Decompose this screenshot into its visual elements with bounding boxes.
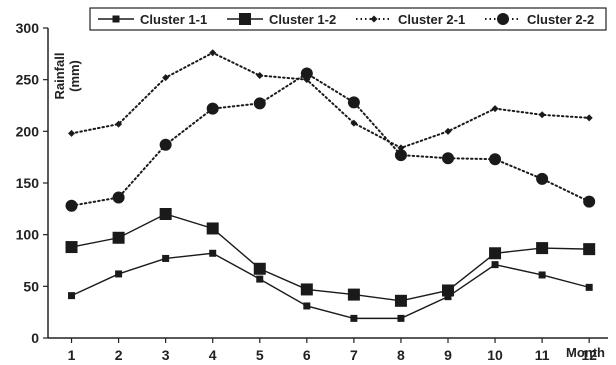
data-point — [538, 271, 546, 279]
legend: Cluster 1-1 Cluster 1-2 Cluster 2-1 Cluster… — [89, 7, 607, 31]
data-point — [112, 191, 125, 204]
data-point — [394, 294, 407, 307]
data-point — [112, 231, 125, 244]
series-line — [70, 51, 591, 149]
data-point — [536, 172, 549, 185]
data-point — [489, 153, 502, 166]
legend-label: Cluster 2-2 — [527, 12, 594, 27]
y-tick-label: 100 — [16, 227, 40, 243]
data-point — [538, 111, 546, 119]
x-tick-label: 9 — [444, 347, 452, 363]
data-point — [209, 49, 217, 57]
x-tick-label: 6 — [303, 347, 311, 363]
data-point — [65, 199, 78, 212]
legend-item: Cluster 1-2 — [227, 12, 336, 27]
data-point — [536, 242, 549, 255]
y-axis-ticks: 0 50 100 150 200 250 300 — [16, 20, 48, 346]
data-point — [256, 72, 264, 80]
legend-marker — [497, 13, 509, 25]
x-tick-label: 12 — [581, 347, 597, 363]
data-point — [347, 288, 360, 301]
data-point — [209, 249, 217, 257]
legend-label: Cluster 2-1 — [398, 12, 465, 27]
series-line — [70, 252, 590, 320]
legend-box — [89, 7, 607, 31]
data-point — [159, 208, 172, 220]
data-point — [300, 283, 313, 296]
data-point — [65, 241, 78, 254]
y-tick-label: 300 — [16, 20, 40, 36]
data-point — [162, 74, 170, 82]
data-point — [394, 149, 407, 162]
y-tick-label: 150 — [16, 175, 40, 191]
data-point — [442, 284, 454, 297]
legend-item: Cluster 1-1 — [98, 12, 207, 27]
series-group — [65, 49, 596, 322]
x-tick-label: 8 — [397, 347, 405, 363]
x-tick-label: 3 — [162, 347, 170, 363]
data-point — [491, 105, 499, 113]
legend-label: Cluster 1-2 — [269, 12, 336, 27]
data-point — [206, 102, 219, 115]
data-point — [256, 275, 264, 283]
data-point — [68, 292, 76, 300]
data-point — [350, 119, 358, 127]
x-axis-label: Month — [566, 345, 605, 360]
series-4 — [65, 67, 596, 212]
data-point — [303, 302, 311, 310]
data-point — [253, 262, 266, 275]
y-tick-label: 50 — [23, 278, 39, 294]
x-tick-label: 10 — [487, 347, 503, 363]
legend-marker — [370, 15, 378, 23]
data-point — [347, 96, 360, 109]
y-axis-label-line-1: Rainfall — [52, 53, 67, 100]
x-axis-ticks: 1 2 3 4 5 6 7 8 9 10 11 12 — [68, 338, 597, 363]
legend-marker — [239, 13, 251, 25]
series-2 — [65, 208, 596, 307]
series-line — [70, 213, 590, 302]
y-axis-label: Rainfall (mm) — [52, 53, 82, 100]
data-point — [253, 97, 266, 110]
series-1 — [68, 249, 593, 322]
data-point — [491, 261, 499, 269]
data-point — [206, 222, 219, 235]
legend-item: Cluster 2-1 — [356, 12, 465, 27]
x-tick-label: 5 — [256, 347, 264, 363]
data-point — [115, 120, 123, 128]
data-point — [115, 270, 123, 278]
data-point — [159, 138, 172, 151]
data-point — [444, 293, 452, 301]
legend-label: Cluster 1-1 — [140, 12, 207, 27]
data-point — [300, 67, 313, 80]
legend-item: Cluster 2-2 — [485, 12, 594, 27]
x-tick-label: 7 — [350, 347, 358, 363]
data-point — [585, 114, 593, 122]
y-tick-label: 200 — [16, 123, 40, 139]
data-point — [583, 195, 596, 208]
x-tick-label: 2 — [115, 347, 123, 363]
y-tick-label: 250 — [16, 72, 40, 88]
y-tick-label: 0 — [31, 330, 39, 346]
series-3 — [68, 49, 593, 152]
y-axis-label-line-2: (mm) — [67, 60, 82, 92]
data-point — [585, 283, 593, 291]
data-point — [489, 247, 502, 260]
data-point — [397, 314, 405, 322]
x-tick-label: 4 — [209, 347, 217, 363]
data-point — [68, 129, 76, 137]
data-point — [162, 254, 170, 262]
data-point — [442, 152, 454, 165]
series-line — [70, 72, 591, 207]
data-point — [350, 314, 358, 322]
data-point — [583, 243, 596, 256]
data-point — [444, 127, 452, 135]
x-tick-label: 1 — [68, 347, 76, 363]
legend-marker — [112, 15, 120, 23]
x-tick-label: 11 — [535, 347, 550, 363]
